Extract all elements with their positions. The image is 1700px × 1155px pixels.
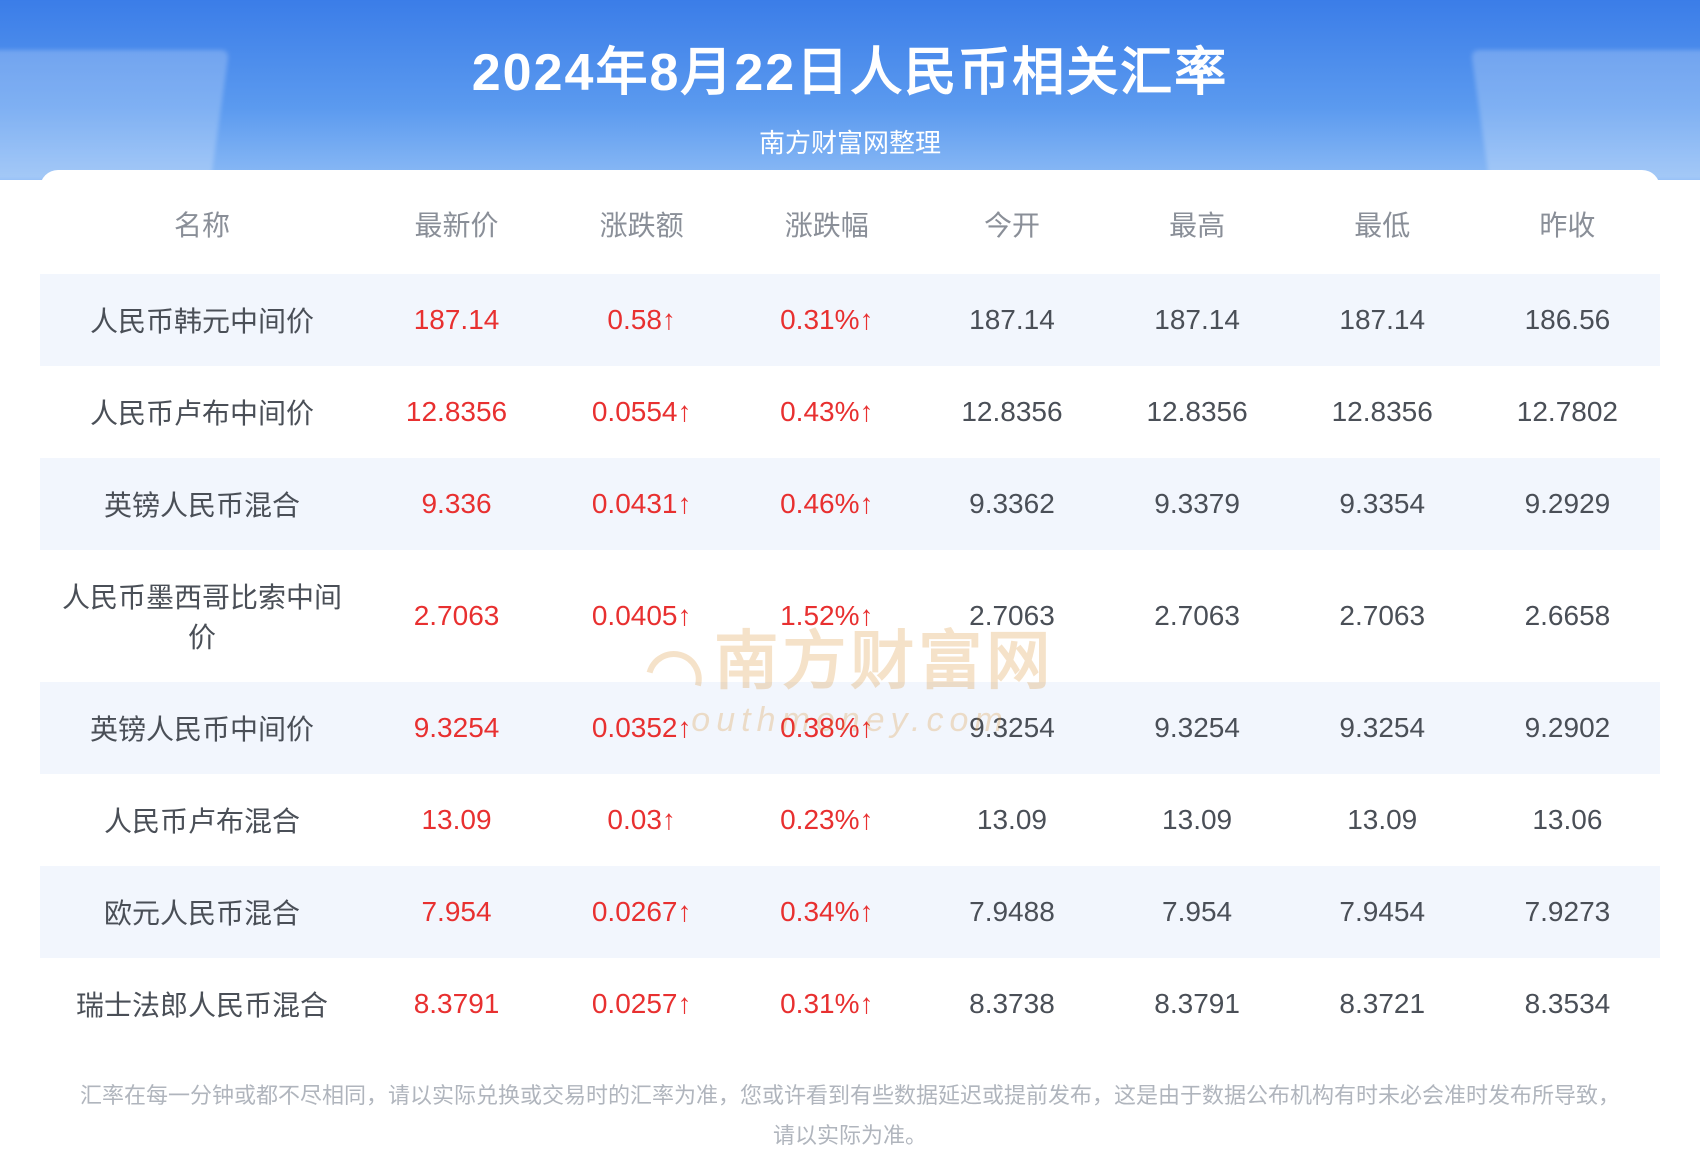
cell-prev: 9.2929 [1475,458,1660,550]
cell-high: 2.7063 [1105,550,1290,682]
col-name: 名称 [40,170,364,274]
cell-low: 13.09 [1290,774,1475,866]
cell-latest: 7.954 [364,866,549,958]
col-change-pct: 涨跌幅 [734,170,919,274]
col-change-val: 涨跌额 [549,170,734,274]
cell-latest: 2.7063 [364,550,549,682]
cell-change-pct: 0.23%↑ [734,774,919,866]
cell-low: 9.3354 [1290,458,1475,550]
cell-name: 英镑人民币中间价 [40,682,364,774]
cell-high: 8.3791 [1105,958,1290,1050]
cell-high: 9.3379 [1105,458,1290,550]
cell-low: 2.7063 [1290,550,1475,682]
cell-change-pct: 0.34%↑ [734,866,919,958]
cell-prev: 9.2902 [1475,682,1660,774]
cell-prev: 7.9273 [1475,866,1660,958]
col-latest: 最新价 [364,170,549,274]
cell-low: 7.9454 [1290,866,1475,958]
cell-open: 8.3738 [919,958,1104,1050]
cell-open: 13.09 [919,774,1104,866]
cell-latest: 8.3791 [364,958,549,1050]
cell-high: 7.954 [1105,866,1290,958]
cell-open: 9.3362 [919,458,1104,550]
cell-prev: 12.7802 [1475,366,1660,458]
table-row: 英镑人民币混合9.3360.0431↑0.46%↑9.33629.33799.3… [40,458,1660,550]
table-row: 人民币卢布混合13.090.03↑0.23%↑13.0913.0913.0913… [40,774,1660,866]
cell-name: 英镑人民币混合 [40,458,364,550]
table-row: 人民币韩元中间价187.140.58↑0.31%↑187.14187.14187… [40,274,1660,366]
cell-latest: 9.336 [364,458,549,550]
cell-latest: 12.8356 [364,366,549,458]
footer-line-1: 汇率在每一分钟或都不尽相同，请以实际兑换或交易时的汇率为准，您或许看到有些数据延… [60,1076,1640,1116]
table-row: 瑞士法郎人民币混合8.37910.0257↑0.31%↑8.37388.3791… [40,958,1660,1050]
cell-change-val: 0.0554↑ [549,366,734,458]
cell-change-val: 0.0431↑ [549,458,734,550]
col-low: 最低 [1290,170,1475,274]
cell-name: 人民币卢布中间价 [40,366,364,458]
cell-low: 12.8356 [1290,366,1475,458]
cell-latest: 13.09 [364,774,549,866]
exchange-rate-table-container: 名称 最新价 涨跌额 涨跌幅 今开 最高 最低 昨收 人民币韩元中间价187.1… [40,170,1660,1050]
cell-change-pct: 1.52%↑ [734,550,919,682]
cell-name: 人民币墨西哥比索中间价 [40,550,364,682]
cell-prev: 13.06 [1475,774,1660,866]
cell-change-val: 0.0405↑ [549,550,734,682]
cell-change-pct: 0.43%↑ [734,366,919,458]
table-row: 英镑人民币中间价9.32540.0352↑0.38%↑9.32549.32549… [40,682,1660,774]
cell-name: 欧元人民币混合 [40,866,364,958]
cell-open: 12.8356 [919,366,1104,458]
cell-name: 人民币卢布混合 [40,774,364,866]
cell-open: 2.7063 [919,550,1104,682]
cell-name: 瑞士法郎人民币混合 [40,958,364,1050]
cell-change-val: 0.03↑ [549,774,734,866]
cell-prev: 186.56 [1475,274,1660,366]
page-title: 2024年8月22日人民币相关汇率 [0,30,1700,105]
cell-name: 人民币韩元中间价 [40,274,364,366]
cell-change-val: 0.0267↑ [549,866,734,958]
cell-change-pct: 0.31%↑ [734,958,919,1050]
table-row: 人民币墨西哥比索中间价2.70630.0405↑1.52%↑2.70632.70… [40,550,1660,682]
cell-low: 187.14 [1290,274,1475,366]
exchange-rate-table: 名称 最新价 涨跌额 涨跌幅 今开 最高 最低 昨收 人民币韩元中间价187.1… [40,170,1660,1050]
cell-latest: 9.3254 [364,682,549,774]
cell-high: 12.8356 [1105,366,1290,458]
cell-open: 7.9488 [919,866,1104,958]
cell-prev: 8.3534 [1475,958,1660,1050]
cell-change-pct: 0.46%↑ [734,458,919,550]
cell-open: 9.3254 [919,682,1104,774]
col-prev: 昨收 [1475,170,1660,274]
col-high: 最高 [1105,170,1290,274]
footer-disclaimer: 汇率在每一分钟或都不尽相同，请以实际兑换或交易时的汇率为准，您或许看到有些数据延… [40,1068,1660,1155]
col-open: 今开 [919,170,1104,274]
header-banner: 2024年8月22日人民币相关汇率 南方财富网整理 [0,0,1700,180]
table-row: 人民币卢布中间价12.83560.0554↑0.43%↑12.835612.83… [40,366,1660,458]
cell-prev: 2.6658 [1475,550,1660,682]
cell-change-val: 0.58↑ [549,274,734,366]
cell-low: 9.3254 [1290,682,1475,774]
cell-change-pct: 0.31%↑ [734,274,919,366]
table-row: 欧元人民币混合7.9540.0267↑0.34%↑7.94887.9547.94… [40,866,1660,958]
page-subtitle: 南方财富网整理 [0,123,1700,160]
cell-change-val: 0.0352↑ [549,682,734,774]
cell-high: 13.09 [1105,774,1290,866]
table-header-row: 名称 最新价 涨跌额 涨跌幅 今开 最高 最低 昨收 [40,170,1660,274]
cell-high: 187.14 [1105,274,1290,366]
cell-open: 187.14 [919,274,1104,366]
cell-change-pct: 0.38%↑ [734,682,919,774]
footer-line-2: 请以实际为准。 [60,1116,1640,1155]
cell-high: 9.3254 [1105,682,1290,774]
cell-change-val: 0.0257↑ [549,958,734,1050]
cell-low: 8.3721 [1290,958,1475,1050]
cell-latest: 187.14 [364,274,549,366]
